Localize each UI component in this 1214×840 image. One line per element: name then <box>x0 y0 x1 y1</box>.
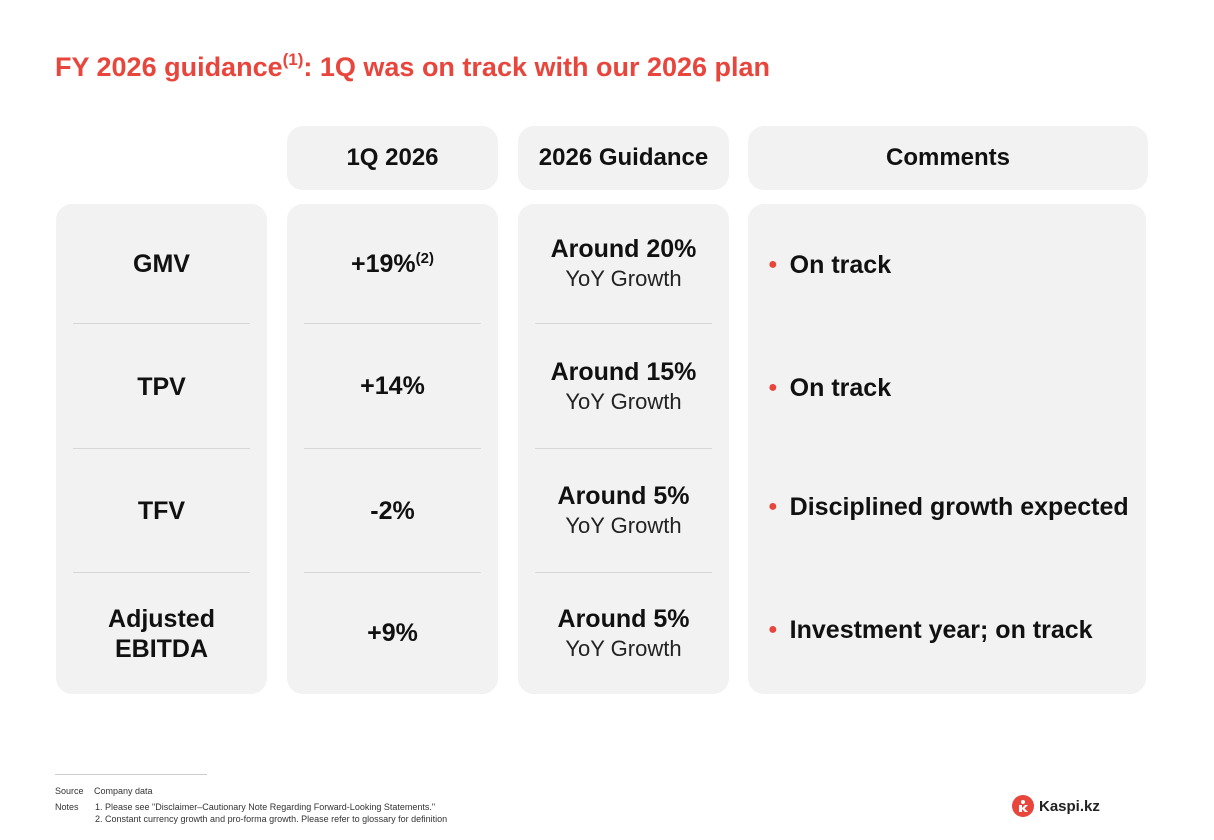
guidance-subtext: YoY Growth <box>565 266 682 291</box>
comments-column: ● On track ● On track ● Disciplined grow… <box>748 204 1146 694</box>
metric-cell-tpv: TPV <box>56 324 267 449</box>
title-text: FY 2026 guidance <box>55 52 283 82</box>
row-divider <box>304 448 481 449</box>
row-divider <box>304 572 481 573</box>
q1-cell-tpv: +14% <box>287 324 498 449</box>
row-divider <box>73 572 250 573</box>
metric-label: TPV <box>137 372 186 401</box>
guidance-cell-gmv: Around 20% YoY Growth <box>518 204 729 324</box>
guidance-column: Around 20% YoY Growth Around 15% YoY Gro… <box>518 204 729 694</box>
guidance-value: Around 5% <box>557 604 690 633</box>
comment-adjusted-ebitda: ● Investment year; on track <box>768 613 1136 647</box>
bullet-icon: ● <box>768 498 778 515</box>
comment-text: Investment year; on track <box>789 615 1093 644</box>
note-1: 1. Please see "Disclaimer–Cautionary Not… <box>95 802 436 812</box>
q1-2026-column: +19%(2) +14% -2% +9% <box>287 204 498 694</box>
comment-tfv: ● Disciplined growth expected <box>768 490 1136 524</box>
metric-label: GMV <box>133 250 190 278</box>
metrics-column: GMV TPV TFV Adjusted EBITDA <box>56 204 267 694</box>
q1-value: +9% <box>367 619 418 647</box>
guidance-cell-tfv: Around 5% YoY Growth <box>518 449 729 573</box>
notes-label: Notes <box>55 802 79 812</box>
row-divider <box>535 448 712 449</box>
metric-cell-tfv: TFV <box>56 449 267 573</box>
page-title: FY 2026 guidance(1): 1Q was on track wit… <box>55 50 770 83</box>
title-rest: : 1Q was on track with our 2026 plan <box>303 52 771 82</box>
note-2: 2. Constant currency growth and pro-form… <box>95 814 448 824</box>
row-divider <box>73 323 250 324</box>
comment-text: Disciplined growth expected <box>789 492 1129 521</box>
bullet-icon: ● <box>768 621 778 638</box>
guidance-subtext: YoY Growth <box>565 513 682 538</box>
q1-value-text: +19% <box>351 249 416 278</box>
metric-cell-adjusted-ebitda: Adjusted EBITDA <box>56 573 267 694</box>
metric-label-line2: EBITDA <box>114 634 209 663</box>
kaspi-logo: Kaspi.kz <box>1012 795 1100 817</box>
q1-value: -2% <box>370 496 415 525</box>
q1-cell-adjusted-ebitda: +9% <box>287 573 498 694</box>
guidance-subtext: YoY Growth <box>565 388 682 414</box>
metric-label-line1: Adjusted <box>108 604 215 633</box>
q1-cell-tfv: -2% <box>287 449 498 573</box>
comment-text: On track <box>789 250 892 279</box>
source-text: Company data <box>94 786 153 796</box>
q1-cell-gmv: +19%(2) <box>287 204 498 324</box>
header-2026-guidance: 2026 Guidance <box>518 126 729 190</box>
row-divider <box>304 323 481 324</box>
row-divider <box>535 323 712 324</box>
row-divider <box>535 572 712 573</box>
bullet-icon: ● <box>768 379 778 396</box>
kaspi-logo-glyph <box>1019 800 1028 812</box>
bullet-icon: ● <box>768 256 778 273</box>
guidance-value: Around 5% <box>557 482 690 510</box>
comment-gmv: ● On track <box>768 248 1136 282</box>
title-footnote-ref: (1) <box>282 50 304 69</box>
guidance-cell-tpv: Around 15% YoY Growth <box>518 324 729 449</box>
guidance-cell-adjusted-ebitda: Around 5% YoY Growth <box>518 573 729 694</box>
source-label: Source <box>55 786 84 796</box>
row-divider <box>73 448 250 449</box>
footnote-ref: (2) <box>415 249 434 267</box>
footer-rule <box>55 774 207 775</box>
metric-cell-gmv: GMV <box>56 204 267 324</box>
comment-tpv: ● On track <box>768 371 1136 405</box>
kaspi-logo-icon <box>1012 795 1034 817</box>
logo-text: Kaspi.kz <box>1039 797 1100 815</box>
guidance-value: Around 20% <box>550 235 697 263</box>
metric-label: TFV <box>137 497 186 525</box>
header-comments: Comments <box>748 126 1148 190</box>
q1-value: +14% <box>360 372 425 400</box>
guidance-value: Around 15% <box>550 357 697 386</box>
comment-text: On track <box>789 373 892 402</box>
header-1q-2026: 1Q 2026 <box>287 126 498 190</box>
guidance-subtext: YoY Growth <box>565 635 682 661</box>
q1-value: +19%(2) <box>351 250 434 279</box>
